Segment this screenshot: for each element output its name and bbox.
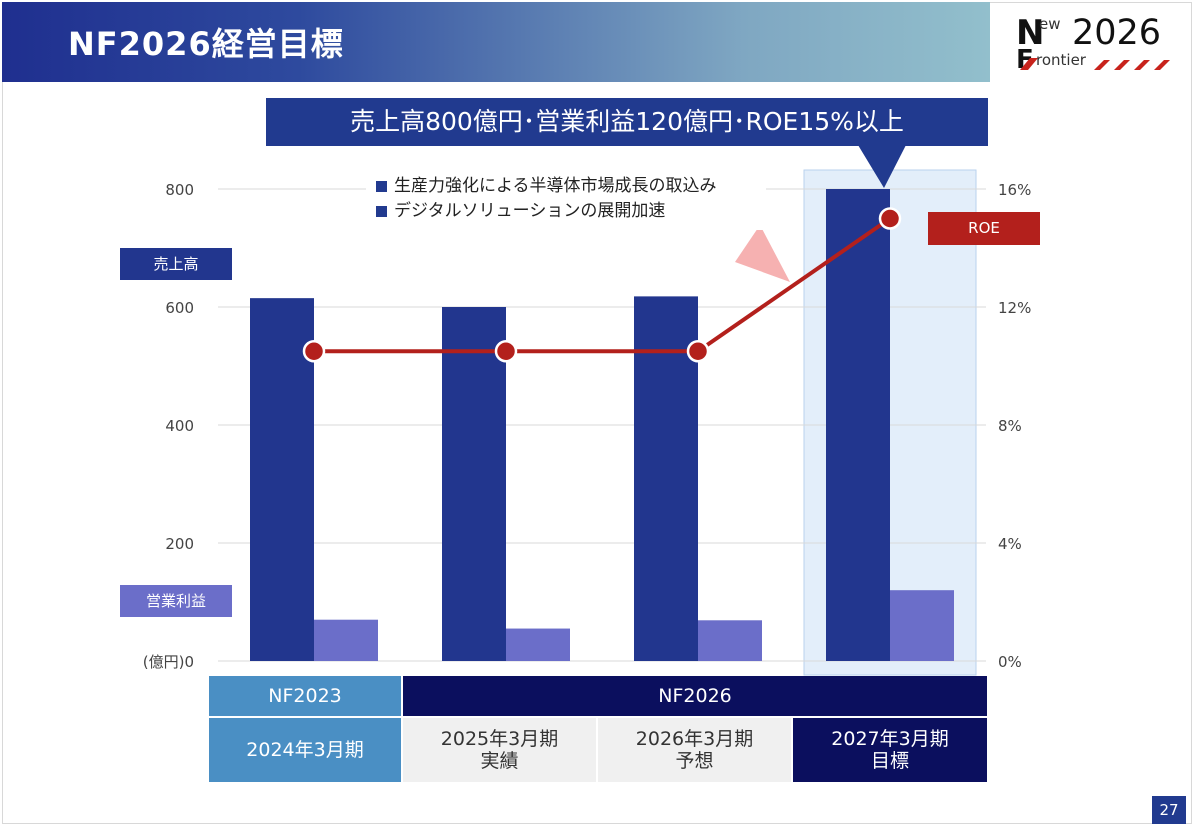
page-title: NF2026経営目標: [68, 25, 344, 63]
roe-line: [314, 216, 892, 354]
y-left-tick-label: 800: [165, 181, 194, 199]
headline-banner: 売上高800億円･営業利益120億円･ROE15%以上: [266, 98, 988, 146]
bar-operating-profit: [698, 620, 762, 661]
period-cell: 2025年3月期 実績: [403, 718, 598, 782]
header-band: [2, 2, 990, 82]
y-left-tick-label: (億円)0: [143, 653, 194, 671]
y-right-tick-label: 16%: [998, 181, 1031, 199]
nf2026-logo: N ew 2026 F rontier: [1016, 13, 1170, 74]
y-left-tick-label: 400: [165, 417, 194, 435]
bar-sales: [442, 307, 506, 661]
trend-arrow: [735, 225, 790, 282]
roe-point: [494, 340, 518, 363]
logo-ew: ew: [1039, 15, 1061, 33]
group-nf2023: NF2023: [209, 676, 403, 718]
logo-stripe: [1134, 60, 1150, 70]
logo-stripe: [1154, 60, 1170, 70]
logo-stripe: [1114, 60, 1130, 70]
bar-sales: [634, 296, 698, 661]
y-left-tick-label: 600: [165, 299, 194, 317]
headline-pointer: [858, 145, 906, 188]
legend-operating-profit: 営業利益: [120, 585, 232, 617]
bar-operating-profit: [314, 619, 378, 661]
group-nf2026: NF2026: [403, 676, 987, 718]
logo-rontier: rontier: [1036, 51, 1087, 69]
logo-year: 2026: [1072, 13, 1161, 53]
y-right-tick-label: 12%: [998, 299, 1031, 317]
y-right-tick-label: 0%: [998, 653, 1022, 671]
y-right-tick-label: 8%: [998, 417, 1022, 435]
page-number: 27: [1152, 796, 1186, 824]
period-cell: 2027年3月期 目標: [793, 718, 987, 782]
roe-point: [878, 207, 902, 230]
bar-operating-profit: [506, 628, 570, 661]
category-table: NF2023 NF2026 2024年3月期 2025年3月期 実績 2026年…: [209, 676, 987, 782]
roe-point: [302, 340, 326, 363]
callout-item: 生産力強化による半導体市場成長の取込み: [374, 174, 758, 199]
period-cell: 2024年3月期: [209, 718, 403, 782]
period-cell: 2026年3月期 予想: [598, 718, 793, 782]
logo-stripe: [1020, 58, 1038, 70]
callout-item: デジタルソリューションの展開加速: [374, 199, 758, 224]
bar-sales: [250, 298, 314, 661]
y-left-tick-label: 200: [165, 535, 194, 553]
roe-point: [686, 340, 710, 363]
bar-sales: [826, 189, 890, 661]
callout-box: 生産力強化による半導体市場成長の取込み デジタルソリューションの展開加速: [366, 168, 766, 230]
bar-operating-profit: [890, 590, 954, 661]
logo-n: N: [1016, 13, 1044, 53]
legend-roe: ROE: [928, 212, 1040, 245]
logo-stripe: [1094, 60, 1110, 70]
legend-sales: 売上高: [120, 248, 232, 280]
y-right-tick-label: 4%: [998, 535, 1022, 553]
